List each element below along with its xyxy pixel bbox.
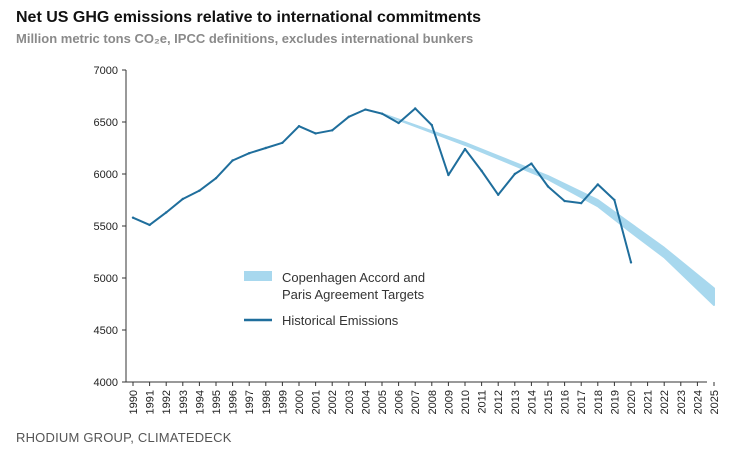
- x-tick-label: 1999: [277, 390, 289, 414]
- historical-point: [513, 172, 516, 176]
- chart-title: Net US GHG emissions relative to interna…: [16, 9, 481, 26]
- legend-label-historical: Historical Emissions: [282, 313, 399, 328]
- x-tick-label: 2000: [294, 390, 306, 414]
- historical-point: [314, 132, 317, 135]
- historical-point: [264, 146, 267, 150]
- x-tick-label: 2006: [394, 390, 406, 414]
- historical-point: [297, 124, 301, 128]
- historical-point: [447, 173, 450, 177]
- x-tick-label: 2016: [560, 390, 572, 414]
- chart-subtitle: Million metric tons CO₂e, IPCC definitio…: [16, 31, 474, 46]
- x-tick-label: 1995: [211, 390, 223, 414]
- y-tick-label: 5500: [94, 221, 118, 233]
- historical-point: [364, 108, 367, 111]
- target-band: [381, 112, 715, 307]
- x-tick-label: 2004: [360, 390, 372, 414]
- historical-point: [596, 183, 599, 186]
- historical-point: [530, 162, 533, 165]
- x-tick-label: 2003: [344, 390, 356, 414]
- historical-point: [497, 193, 500, 196]
- x-tick-label: 1993: [178, 390, 190, 414]
- legend-swatch-targets: [244, 271, 272, 281]
- x-tick-label: 2001: [311, 390, 323, 414]
- x-tick-label: 2024: [692, 390, 704, 414]
- x-tick-label: 2023: [676, 390, 688, 414]
- y-tick-label: 4500: [94, 325, 118, 337]
- historical-point: [613, 198, 616, 202]
- historical-point: [546, 185, 550, 188]
- x-tick-label: 2002: [327, 390, 339, 414]
- x-tick-label: 1996: [228, 390, 240, 414]
- historical-point: [148, 223, 151, 227]
- x-tick-label: 2025: [709, 390, 721, 414]
- x-tick-label: 2017: [576, 390, 588, 414]
- y-tick-label: 6000: [94, 169, 118, 181]
- x-tick-label: 2011: [477, 390, 489, 414]
- x-tick-label: 2013: [510, 390, 522, 414]
- legend-label-targets: Copenhagen Accord and: [282, 270, 425, 285]
- historical-point: [231, 159, 234, 162]
- x-tick-label: 2022: [659, 390, 671, 414]
- historical-point: [463, 147, 467, 151]
- y-tick-label: 5000: [94, 273, 118, 285]
- historical-emissions-line: [132, 107, 632, 263]
- x-tick-label: 2014: [526, 390, 538, 414]
- historical-point: [248, 152, 251, 155]
- y-tick-label: 4000: [94, 377, 118, 389]
- historical-point: [198, 189, 201, 192]
- historical-point: [414, 107, 417, 110]
- x-tick-label: 2008: [427, 390, 439, 414]
- x-tick-label: 1998: [261, 390, 273, 414]
- historical-point: [181, 197, 184, 201]
- historical-point: [165, 211, 168, 214]
- source-credit: RHODIUM GROUP, CLIMATEDECK: [16, 430, 232, 445]
- historical-point: [480, 169, 483, 173]
- x-tick-label: 1990: [128, 390, 140, 414]
- historical-point: [563, 199, 566, 203]
- x-tick-label: 1994: [194, 390, 206, 414]
- historical-point: [580, 201, 583, 205]
- historical-point: [131, 216, 135, 219]
- x-tick-label: 2005: [377, 390, 389, 414]
- historical-point: [629, 261, 633, 264]
- x-tick-label: 2015: [543, 390, 555, 414]
- x-tick-label: 2009: [443, 390, 455, 414]
- x-tick-label: 1997: [244, 390, 256, 414]
- x-tick-label: 2010: [460, 390, 472, 414]
- legend-label-targets: Paris Agreement Targets: [282, 287, 425, 302]
- x-tick-label: 2019: [609, 390, 621, 414]
- x-tick-label: 1992: [161, 390, 173, 414]
- historical-point: [397, 121, 400, 125]
- x-tick-label: 2007: [410, 390, 422, 414]
- x-tick-label: 2018: [593, 390, 605, 414]
- x-tick-label: 2021: [643, 390, 655, 414]
- historical-point: [281, 141, 284, 144]
- x-tick-label: 2012: [493, 390, 505, 414]
- historical-point: [347, 115, 350, 119]
- x-tick-label: 1991: [145, 390, 157, 414]
- y-tick-label: 7000: [94, 65, 118, 77]
- y-tick-label: 6500: [94, 117, 118, 129]
- historical-point: [214, 176, 218, 180]
- historical-point: [331, 129, 334, 132]
- historical-point: [430, 123, 433, 127]
- historical-point: [380, 112, 384, 115]
- x-tick-label: 2020: [626, 390, 638, 414]
